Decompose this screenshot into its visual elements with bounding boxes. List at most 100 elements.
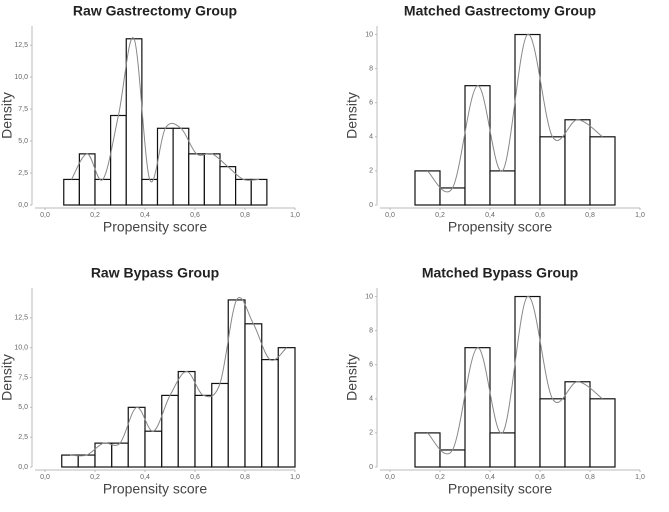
bar xyxy=(203,153,221,206)
y-tick-label: 8 xyxy=(369,327,373,334)
y-tick-label: 2 xyxy=(369,168,373,175)
y-tick-label: 0 xyxy=(369,464,373,471)
bar xyxy=(188,153,205,206)
y-tick-label: 0,0 xyxy=(18,464,28,471)
x-tick-label: 0,4 xyxy=(485,474,495,481)
y-tick-label: 2,5 xyxy=(18,170,28,177)
bar xyxy=(514,295,541,468)
bar xyxy=(211,382,229,468)
bar xyxy=(77,454,96,468)
bar xyxy=(235,178,252,206)
x-tick-label: 0,2 xyxy=(90,474,100,481)
bar xyxy=(94,178,112,206)
bar xyxy=(250,178,268,206)
y-tick-label: 7,5 xyxy=(18,106,28,113)
y-tick-label: 7,5 xyxy=(18,374,28,381)
bar xyxy=(141,178,159,206)
density-curve xyxy=(69,297,287,457)
y-tick-label: 0,0 xyxy=(18,202,28,209)
x-tick-label: 0,0 xyxy=(40,474,50,481)
x-tick-label: 0,0 xyxy=(385,474,395,481)
y-axis-label: Density xyxy=(0,354,15,401)
x-tick-label: 0,2 xyxy=(435,474,445,481)
bar xyxy=(156,127,174,206)
bar xyxy=(564,381,591,468)
y-tick-label: 10,0 xyxy=(14,345,28,352)
bar xyxy=(144,430,163,468)
x-tick-label: 0,0 xyxy=(385,212,395,219)
bar xyxy=(125,38,143,206)
bar xyxy=(414,170,441,206)
bar xyxy=(589,398,616,468)
bar xyxy=(219,166,237,206)
x-tick-label: 1,0 xyxy=(635,212,645,219)
y-tick-label: 6 xyxy=(369,100,373,107)
x-axis-label: Propensity score xyxy=(448,481,552,497)
x-tick-label: 0,6 xyxy=(190,212,200,219)
bar xyxy=(161,394,179,468)
bar xyxy=(261,359,279,468)
x-tick-label: 0,8 xyxy=(240,212,250,219)
x-tick-label: 0,4 xyxy=(140,474,150,481)
x-tick-label: 0,8 xyxy=(585,474,595,481)
x-tick-label: 0,6 xyxy=(535,212,545,219)
x-tick-label: 1,0 xyxy=(635,474,645,481)
y-tick-label: 5,0 xyxy=(18,138,28,145)
bar xyxy=(489,170,516,206)
y-tick-label: 4 xyxy=(369,396,373,403)
x-axis-label: Propensity score xyxy=(103,219,207,235)
x-tick-label: 0,8 xyxy=(585,212,595,219)
x-tick-label: 0,0 xyxy=(40,212,50,219)
chart-title: Matched Gastrectomy Group xyxy=(404,3,596,19)
chart-title: Matched Bypass Group xyxy=(422,265,578,281)
x-tick-label: 0,6 xyxy=(535,474,545,481)
x-tick-label: 0,6 xyxy=(190,474,200,481)
y-tick-label: 10 xyxy=(365,31,373,38)
y-tick-label: 6 xyxy=(369,362,373,369)
bar xyxy=(414,432,441,468)
bar xyxy=(564,119,591,206)
bar xyxy=(110,114,127,206)
y-axis-label: Density xyxy=(344,354,360,401)
bar xyxy=(539,398,566,468)
y-axis-label: Density xyxy=(0,92,15,139)
x-axis-label: Propensity score xyxy=(103,481,207,497)
bar xyxy=(464,347,491,468)
bar xyxy=(244,323,263,468)
x-tick-label: 0,4 xyxy=(140,212,150,219)
bar xyxy=(277,347,296,468)
y-tick-label: 12,5 xyxy=(14,42,28,49)
x-tick-label: 0,4 xyxy=(485,212,495,219)
x-tick-label: 0,2 xyxy=(90,212,100,219)
y-tick-label: 8 xyxy=(369,65,373,72)
x-tick-label: 1,0 xyxy=(290,474,300,481)
bar xyxy=(177,370,196,468)
bar xyxy=(539,136,566,206)
bar xyxy=(111,442,129,468)
chart-title: Raw Gastrectomy Group xyxy=(73,3,237,19)
y-tick-label: 5,0 xyxy=(18,404,28,411)
density-curve xyxy=(427,296,603,455)
y-tick-label: 10 xyxy=(365,293,373,300)
y-tick-label: 2 xyxy=(369,430,373,437)
bar xyxy=(61,454,79,468)
bar xyxy=(464,85,491,206)
bar xyxy=(194,394,213,468)
x-tick-label: 0,8 xyxy=(240,474,250,481)
y-tick-label: 0 xyxy=(369,202,373,209)
chart-title: Raw Bypass Group xyxy=(91,265,219,281)
x-tick-label: 1,0 xyxy=(290,212,300,219)
bar xyxy=(489,432,516,468)
bar xyxy=(589,136,616,206)
y-tick-label: 10,0 xyxy=(14,74,28,81)
x-tick-label: 0,2 xyxy=(435,212,445,219)
y-axis-label: Density xyxy=(344,92,360,139)
density-curve xyxy=(71,37,260,183)
x-axis-label: Propensity score xyxy=(448,219,552,235)
density-curve xyxy=(427,34,603,193)
y-tick-label: 12,5 xyxy=(14,315,28,322)
bar xyxy=(172,127,190,206)
y-tick-label: 4 xyxy=(369,134,373,141)
y-tick-label: 2,5 xyxy=(18,434,28,441)
